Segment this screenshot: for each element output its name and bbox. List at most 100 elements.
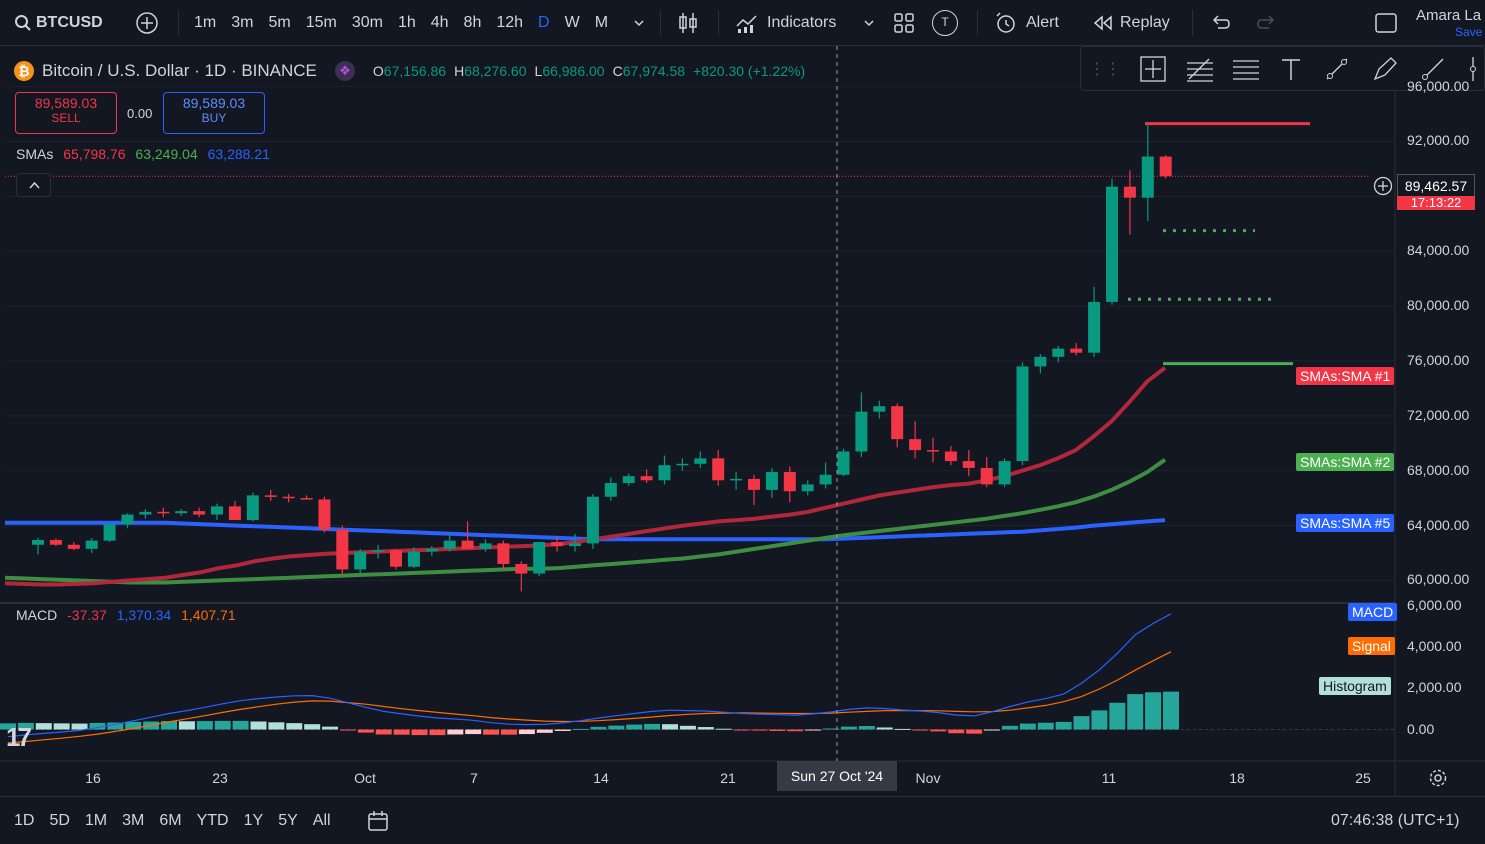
candle[interactable] (1052, 345, 1065, 363)
candle[interactable] (193, 507, 206, 518)
candle[interactable] (67, 542, 80, 551)
range-3M[interactable]: 3M (122, 812, 145, 829)
candle[interactable] (1123, 170, 1136, 235)
tradingview-logo[interactable]: 17 (6, 722, 32, 752)
timeframe-1m[interactable]: 1m (194, 14, 217, 31)
candle[interactable] (783, 466, 796, 503)
candle[interactable] (49, 538, 62, 547)
chart-canvas[interactable] (0, 46, 1485, 796)
candle[interactable] (676, 458, 689, 471)
candle[interactable] (515, 561, 528, 592)
candle[interactable] (819, 462, 832, 489)
undo-button[interactable] (1210, 0, 1230, 46)
sma2-line[interactable] (4, 458, 1167, 585)
symbol-search[interactable]: BTCUSD (14, 0, 103, 46)
candle[interactable] (837, 448, 850, 477)
candle[interactable] (282, 494, 295, 503)
brush-tool-icon[interactable] (1371, 55, 1399, 83)
timeframe-12h[interactable]: 12h (496, 14, 524, 31)
candle[interactable] (640, 469, 653, 484)
candle[interactable] (712, 450, 725, 486)
candle[interactable] (962, 450, 975, 477)
save-link[interactable]: Save (1455, 25, 1483, 39)
candle[interactable] (551, 536, 564, 552)
timeframe-3m[interactable]: 3m (231, 14, 254, 31)
candle[interactable] (300, 495, 313, 500)
candle[interactable] (855, 392, 868, 457)
layouts-button[interactable] (893, 0, 915, 46)
candle[interactable] (372, 544, 385, 559)
candle[interactable] (1106, 178, 1118, 305)
timezone-clock[interactable]: 07:46:38 (UTC+1) (1331, 812, 1460, 829)
candle[interactable] (175, 509, 188, 516)
range-YTD[interactable]: YTD (196, 812, 229, 829)
candle[interactable] (318, 496, 331, 533)
redo-button[interactable] (1257, 0, 1277, 46)
macd-signal-line[interactable] (7, 651, 1172, 744)
chart-settings-button[interactable] (1428, 768, 1448, 791)
candle[interactable] (748, 474, 760, 505)
candle[interactable] (497, 540, 510, 571)
timeframe-15m[interactable]: 15m (305, 14, 337, 31)
macd-legend[interactable]: MACD -37.37 1,370.34 1,407.71 (16, 607, 236, 623)
candle[interactable] (228, 500, 241, 521)
candle[interactable] (622, 473, 635, 486)
chart-area[interactable]: ₿ Bitcoin / U.S. Dollar · 1D · BINANCE ❖… (0, 46, 1485, 796)
candle[interactable] (586, 494, 599, 549)
candle[interactable] (801, 480, 814, 496)
trend-line-icon[interactable] (1323, 55, 1351, 83)
range-All[interactable]: All (312, 812, 331, 829)
candle[interactable] (980, 456, 993, 488)
range-1Y[interactable]: 1Y (243, 812, 264, 829)
user-name[interactable]: Amara La (1416, 7, 1482, 24)
timeframe-8h[interactable]: 8h (463, 14, 482, 31)
object-tree-icon[interactable] (1139, 55, 1167, 83)
vertical-line-icon[interactable] (1467, 55, 1479, 83)
candle[interactable] (390, 548, 402, 570)
candle[interactable] (461, 521, 474, 549)
candle[interactable] (336, 525, 349, 575)
candle[interactable] (103, 522, 116, 543)
candle[interactable] (246, 492, 259, 522)
macd-line[interactable] (7, 613, 1172, 738)
drag-handle-icon[interactable]: ⋮⋮ (1089, 60, 1121, 78)
candle[interactable] (425, 546, 438, 556)
candle[interactable] (85, 537, 98, 553)
candle[interactable] (604, 477, 617, 501)
candle[interactable] (121, 513, 134, 529)
range-5D[interactable]: 5D (49, 812, 70, 829)
compare-symbol-button[interactable] (135, 0, 159, 46)
timeframe-4h[interactable]: 4h (430, 14, 449, 31)
fullscreen-button[interactable] (1374, 0, 1398, 46)
candle[interactable] (694, 451, 707, 468)
candle[interactable] (533, 542, 546, 577)
candle[interactable] (1141, 123, 1154, 222)
replay-button[interactable]: Replay (1092, 0, 1170, 46)
candle[interactable] (891, 403, 904, 448)
timeframe-dropdown[interactable] (632, 0, 646, 46)
indicators-button[interactable]: Indicators (735, 0, 836, 46)
range-5Y[interactable]: 5Y (278, 812, 298, 829)
sma-legend[interactable]: SMAs 65,798.76 63,249.04 63,288.21 (16, 146, 270, 162)
timeframe-W[interactable]: W (564, 14, 580, 31)
candle[interactable] (479, 539, 492, 552)
candle[interactable] (1016, 362, 1029, 466)
ray-tool-icon[interactable] (1419, 55, 1447, 83)
alert-button[interactable]: Alert (994, 0, 1059, 46)
collapse-legend-button[interactable] (16, 173, 51, 197)
range-1D[interactable]: 1D (14, 812, 35, 829)
candle[interactable] (1034, 354, 1047, 374)
timeframe-5m[interactable]: 5m (268, 14, 291, 31)
candle[interactable] (1070, 343, 1083, 356)
candle[interactable] (264, 489, 277, 501)
candle[interactable] (354, 548, 367, 574)
price-axis[interactable]: 96,000.00 92,000.00 84,000.00 80,000.00 76,0… (1395, 46, 1485, 796)
indicators-dropdown[interactable] (862, 0, 876, 46)
timeframe-1h[interactable]: 1h (397, 14, 416, 31)
candle[interactable] (658, 455, 671, 485)
candle[interactable] (1088, 286, 1101, 357)
candle[interactable] (32, 537, 44, 555)
timeframe-D[interactable]: D (538, 14, 550, 31)
fib-tool-icon[interactable] (1185, 55, 1215, 83)
timeframe-30m[interactable]: 30m (351, 14, 383, 31)
